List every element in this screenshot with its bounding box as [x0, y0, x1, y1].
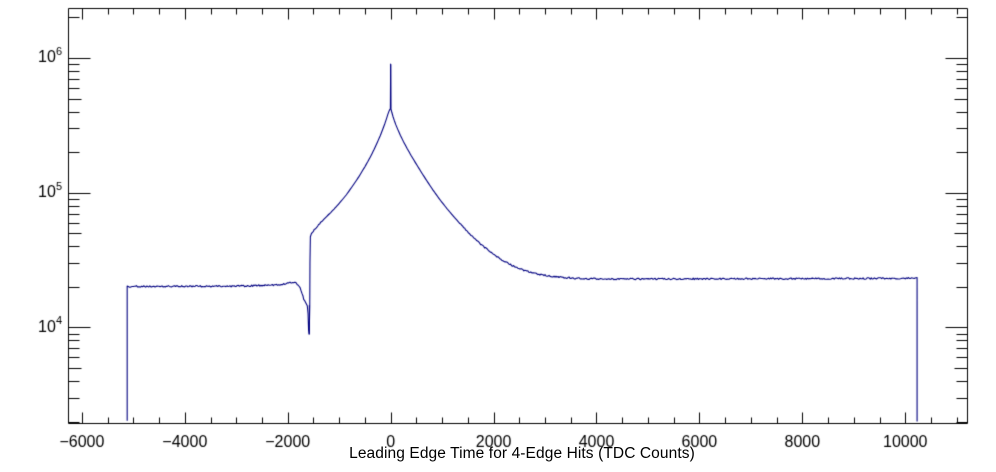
x-axis-title: Leading Edge Time for 4-Edge Hits (TDC C… [0, 445, 996, 463]
x-axis-title-text: Leading Edge Time for 4-Edge Hits (TDC C… [349, 445, 695, 462]
